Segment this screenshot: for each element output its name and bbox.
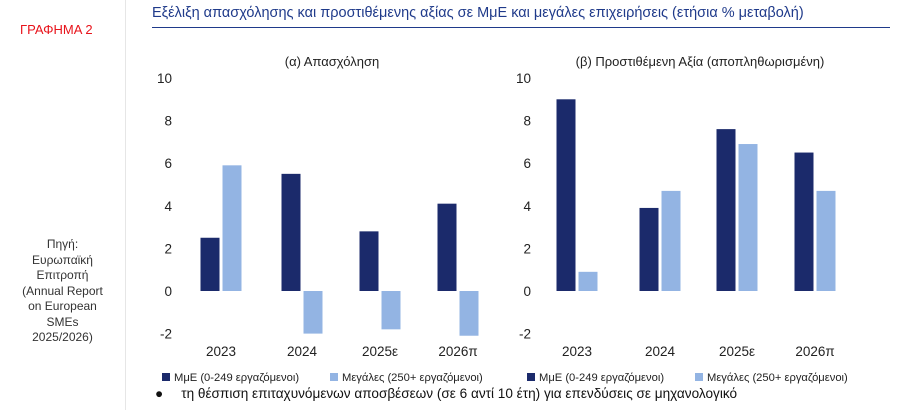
y-tick-label: 0	[164, 284, 172, 299]
y-tick-label: -2	[160, 327, 172, 342]
bar-sme	[794, 152, 814, 291]
bar-large	[816, 190, 836, 291]
bar-sme	[716, 129, 736, 291]
source-line: Πηγή:	[46, 237, 79, 251]
y-tick-label: 2	[523, 241, 531, 256]
source-line: (Annual Report	[22, 283, 103, 298]
source-line: SMEs	[46, 314, 79, 329]
y-tick-label: 2	[164, 241, 172, 256]
source-line: 2025/2026)	[32, 330, 93, 344]
x-tick-label: 2023	[206, 344, 236, 359]
title-rule	[152, 27, 890, 28]
source-line: Επιτροπή	[36, 268, 89, 282]
bar-sme	[281, 173, 301, 291]
bar-large	[303, 291, 323, 334]
bullet-line: ● τη θέσπιση επιταχυνόμενων αποσβέσεων (σ…	[155, 386, 737, 401]
source-note: Πηγή: Ευρωπαϊκή Επιτροπή (Annual Report …	[0, 237, 125, 346]
sidebar: ΓΡΑΦΗΜΑ 2 Πηγή: Ευρωπαϊκή Επιτροπή (Annu…	[0, 0, 126, 410]
figure-title: Εξέλιξη απασχόλησης και προστιθέμενης αξ…	[152, 5, 804, 21]
legend-label-sme: ΜμΕ (0-249 εργαζόμενοι)	[539, 372, 664, 384]
legend-swatch-sme	[162, 373, 170, 381]
legend-swatch-large	[330, 373, 338, 381]
x-tick-label: 2024	[287, 344, 318, 359]
legend-label-large: Μεγάλες (250+ εργαζόμενοι)	[342, 372, 483, 384]
y-tick-label: 4	[164, 199, 172, 214]
y-tick-label: -2	[519, 327, 531, 342]
source-line: on European	[28, 299, 97, 313]
x-tick-label: 2026π	[795, 344, 834, 359]
chart-title: (β) Προστιθέμενη Αξία (αποπληθωρισμένη)	[576, 54, 825, 69]
figure-label: ΓΡΑΦΗΜΑ 2	[20, 22, 93, 37]
y-tick-label: 4	[523, 199, 531, 214]
source-line: Ευρωπαϊκή	[32, 252, 93, 267]
bar-large	[738, 144, 758, 291]
bar-sme	[437, 203, 457, 291]
y-tick-label: 6	[164, 156, 172, 171]
bar-large	[578, 271, 598, 291]
legend-swatch-large	[695, 373, 703, 381]
bar-sme	[556, 99, 576, 291]
legend-swatch-sme	[527, 373, 535, 381]
x-tick-label: 2023	[562, 344, 592, 359]
bar-sme	[200, 237, 220, 291]
y-tick-label: 10	[516, 71, 531, 86]
legend-label-large: Μεγάλες (250+ εργαζόμενοι)	[707, 372, 848, 384]
bar-large	[222, 165, 242, 291]
bar-large	[661, 190, 681, 291]
y-tick-label: 8	[164, 114, 172, 129]
y-tick-label: 6	[523, 156, 531, 171]
legend-label-sme: ΜμΕ (0-249 εργαζόμενοι)	[174, 372, 299, 384]
bar-sme	[639, 207, 659, 291]
y-tick-label: 8	[523, 114, 531, 129]
x-tick-label: 2026π	[438, 344, 477, 359]
y-tick-label: 10	[157, 71, 172, 86]
bar-large	[381, 291, 401, 330]
chart-title: (α) Απασχόληση	[285, 54, 380, 69]
bar-large	[459, 291, 479, 336]
bullet-dot-icon: ●	[155, 386, 164, 401]
x-tick-label: 2025ε	[362, 344, 398, 359]
x-tick-label: 2025ε	[719, 344, 755, 359]
bullet-text: τη θέσπιση επιταχυνόμενων αποσβέσεων (σε…	[181, 386, 738, 401]
bar-sme	[359, 231, 379, 291]
x-tick-label: 2024	[645, 344, 676, 359]
y-tick-label: 0	[523, 284, 531, 299]
